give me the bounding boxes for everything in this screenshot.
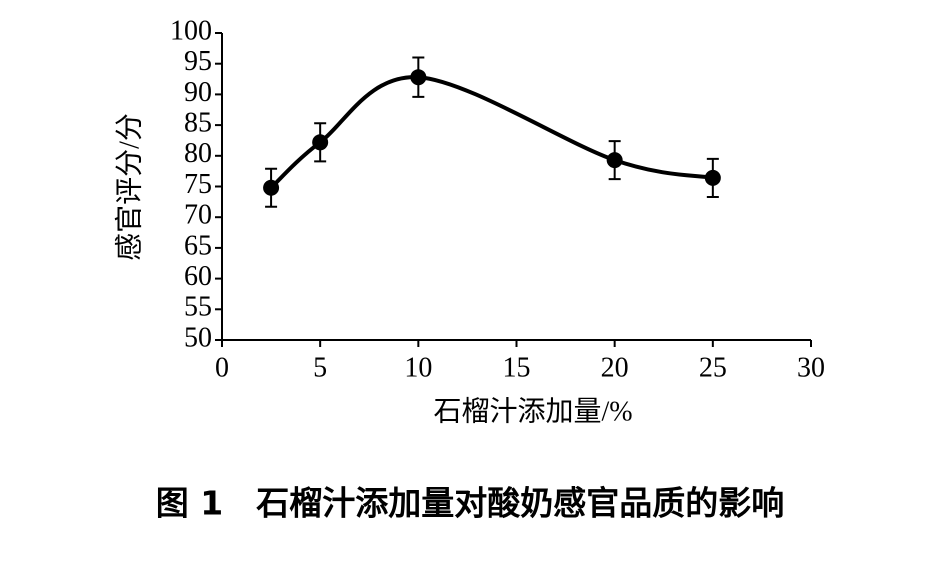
y-tick-label: 80 xyxy=(184,138,212,169)
y-tick-label: 90 xyxy=(184,77,212,108)
y-tick-label: 85 xyxy=(184,108,212,139)
x-tick-label: 20 xyxy=(601,352,629,383)
y-tick-label: 70 xyxy=(184,200,212,231)
point xyxy=(263,179,280,196)
x-tick-label: 15 xyxy=(503,352,531,383)
x-tick-label: 5 xyxy=(313,352,327,383)
point xyxy=(312,134,329,151)
y-tick-label: 100 xyxy=(170,15,212,46)
point xyxy=(704,169,721,186)
x-axis-label: 石榴汁添加量/% xyxy=(433,395,632,427)
x-tick-label: 0 xyxy=(215,352,229,383)
x-tick-label: 10 xyxy=(404,352,432,383)
y-tick-label: 65 xyxy=(184,230,212,261)
y-tick-label: 95 xyxy=(184,46,212,77)
y-tick-label: 55 xyxy=(184,292,212,323)
y-tick-label: 60 xyxy=(184,261,212,292)
y-tick-label: 50 xyxy=(184,322,212,353)
curve xyxy=(269,75,714,190)
y-axis-label: 感官评分/分 xyxy=(113,113,145,261)
x-tick-label: 30 xyxy=(797,352,825,383)
x-tick-label: 25 xyxy=(699,352,727,383)
point xyxy=(410,69,427,86)
y-tick-label: 75 xyxy=(184,169,212,200)
chart-title: 图 1 石榴汁添加量对酸奶感官品质的影响 xyxy=(156,484,784,523)
point xyxy=(606,152,623,169)
